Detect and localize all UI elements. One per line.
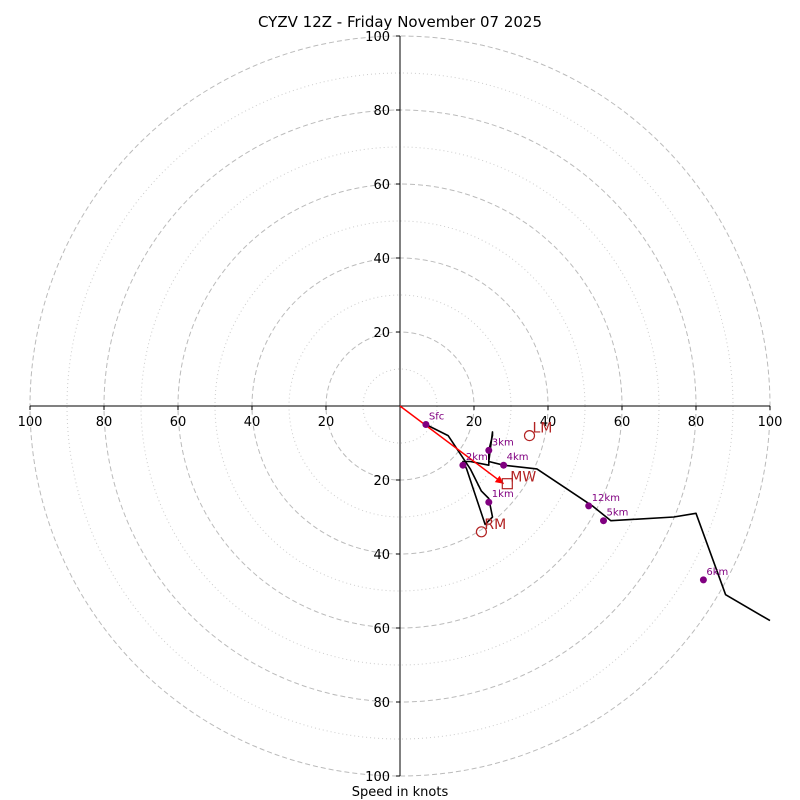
height-label-5km: 5km [607, 508, 629, 519]
tick-label-x-left-60: 60 [170, 415, 187, 430]
height-marker-4km [500, 461, 508, 469]
x-axis-label: Speed in knots [352, 785, 449, 800]
tick-label-x-left-40: 40 [244, 415, 261, 430]
height-marker-3km [485, 446, 493, 454]
tick-label-x-right-60: 60 [614, 415, 631, 430]
tick-label-y-bottom-20: 20 [373, 474, 390, 489]
tick-label-y-top-20: 20 [373, 326, 390, 341]
tick-label-x-right-20: 20 [466, 415, 483, 430]
height-label-4km: 4km [507, 452, 529, 463]
height-label-1km: 1km [492, 489, 514, 500]
tick-label-y-top-40: 40 [373, 252, 390, 267]
height-label-sfc: Sfc [429, 412, 444, 423]
mean-wind-marker [501, 478, 513, 490]
shear-vector-line [399, 405, 505, 485]
tick-label-y-bottom-80: 80 [373, 696, 390, 711]
tick-label-y-top-60: 60 [373, 178, 390, 193]
left-mover-label: LM [533, 421, 553, 437]
data-group: Sfc 1km 2km 3km 4km 5km 6km 12km MW RM LM [399, 405, 771, 622]
tick-label-y-top-80: 80 [373, 104, 390, 119]
height-marker-6km [699, 576, 707, 584]
tick-label-group: 100 100 80 80 60 60 40 40 20 20 20 40 60 80 100 20 40 60 8… [18, 30, 783, 785]
tick-label-x-left-100: 100 [18, 415, 43, 430]
tick-label-x-right-100: 100 [758, 415, 783, 430]
tick-label-x-right-40: 40 [540, 415, 557, 430]
height-label-2km: 2km [466, 452, 488, 463]
right-mover-marker [475, 526, 487, 538]
tick-label-y-top-100: 100 [365, 30, 390, 45]
mean-wind-label: MW [510, 470, 536, 486]
chart-title: CYZV 12Z - Friday November 07 2025 [258, 13, 542, 31]
tick-label-y-bottom-100: 100 [365, 770, 390, 785]
tick-label-x-left-80: 80 [96, 415, 113, 430]
right-mover-label: RM [484, 517, 506, 533]
height-marker-2km [459, 461, 467, 469]
tick-label-y-bottom-40: 40 [373, 548, 390, 563]
tick-label-x-right-80: 80 [688, 415, 705, 430]
tick-label-y-bottom-60: 60 [373, 622, 390, 637]
height-label-3km: 3km [492, 437, 514, 448]
left-mover-marker [523, 430, 536, 442]
height-label-12km: 12km [592, 493, 620, 504]
height-marker-1km [485, 498, 493, 506]
height-marker-5km [600, 517, 607, 525]
tick-label-x-left-20: 20 [318, 415, 335, 430]
height-marker-12km [585, 502, 593, 510]
hodograph-trace [425, 423, 771, 622]
height-marker-sfc [422, 421, 430, 428]
height-label-6km: 6km [706, 567, 728, 578]
shear-vector-arrowhead [494, 475, 504, 484]
